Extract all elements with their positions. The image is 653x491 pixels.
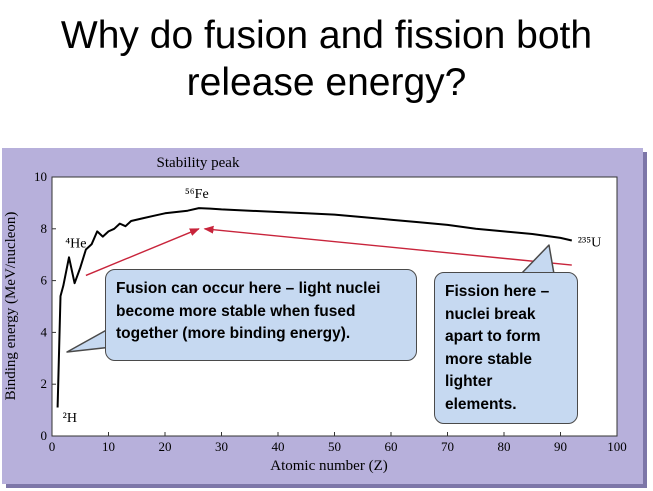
point-labels: ²H ⁴He ⁵⁶Fe ²³⁵U <box>63 187 602 426</box>
y-tick-label-0: 0 <box>41 428 48 443</box>
x-tick-label-5: 50 <box>328 439 341 454</box>
red-arrow-1 <box>203 225 572 266</box>
point-label-2: ⁵⁶Fe <box>185 187 209 202</box>
y-tick-label-4: 8 <box>41 221 48 236</box>
x-tick-label-9: 90 <box>554 439 567 454</box>
point-label-1: ⁴He <box>65 236 86 251</box>
x-tick-label-8: 80 <box>498 439 511 454</box>
arrows <box>85 225 572 277</box>
x-tick-label-10: 100 <box>607 439 627 454</box>
fission-callout: Fission here – nuclei break apart to for… <box>434 272 578 424</box>
y-axis-label: Binding energy (MeV/nucleon) <box>3 212 19 401</box>
y-tick-label-5: 10 <box>34 169 47 184</box>
curve <box>56 207 573 408</box>
point-label-3: ²³⁵U <box>578 235 601 250</box>
axes: 0 10 20 30 40 50 60 70 80 90 100 0 2 4 6 8 10 <box>34 169 627 454</box>
chart-title: Stability peak <box>157 155 240 171</box>
binding-energy-curve-0 <box>56 207 573 408</box>
y-tick-label-3: 6 <box>41 273 48 288</box>
x-axis-label: Atomic number (Z) <box>270 458 387 474</box>
y-tick-label-2: 4 <box>41 324 48 339</box>
x-tick-label-7: 70 <box>441 439 454 454</box>
slide-title-line-2: release energy? <box>186 61 467 104</box>
fusion-callout: Fusion can occur here – light nuclei bec… <box>105 269 417 361</box>
x-tick-label-1: 10 <box>102 439 115 454</box>
point-label-0: ²H <box>63 411 77 426</box>
y-tick-label-1: 2 <box>41 376 48 391</box>
red-arrow-0 <box>85 228 200 277</box>
x-tick-label-6: 60 <box>385 439 398 454</box>
x-tick-label-3: 30 <box>215 439 228 454</box>
x-tick-label-2: 20 <box>159 439 172 454</box>
x-tick-label-0: 0 <box>49 439 56 454</box>
slide-title-line-1: Why do fusion and fission both <box>60 14 593 57</box>
x-tick-label-4: 40 <box>272 439 285 454</box>
slide-title: Why do fusion and fission both release e… <box>0 12 653 106</box>
